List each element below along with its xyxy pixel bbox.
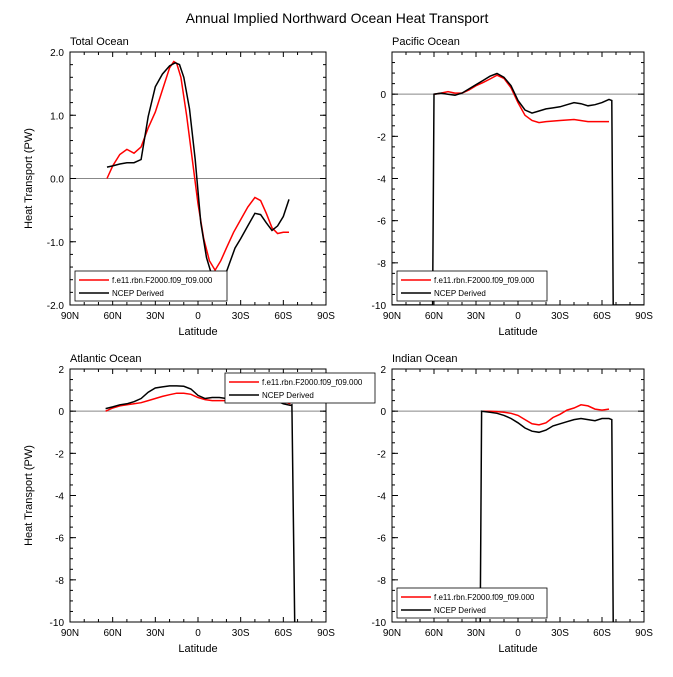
x-tick-label: 60N xyxy=(103,628,121,639)
y-tick-label: 1.0 xyxy=(50,111,64,122)
panel-title: Pacific Ocean xyxy=(392,36,460,48)
y-axis-label: Heat Transport (PW) xyxy=(23,445,35,546)
legend-box xyxy=(224,372,376,404)
legend-label: f.e11.rbn.F2000.f09_f09.000 xyxy=(434,593,535,602)
y-tick-label: -2 xyxy=(377,449,386,460)
y-axis-label: Heat Transport (PW) xyxy=(23,128,35,229)
legend-box xyxy=(396,587,548,619)
y-tick-label: -8 xyxy=(55,576,64,587)
y-tick-label: -8 xyxy=(377,576,386,587)
legend-label: NCEP Derived xyxy=(434,606,486,615)
x-tick-label: 30N xyxy=(146,628,164,639)
x-tick-label: 60S xyxy=(593,628,611,639)
x-tick-label: 60N xyxy=(425,311,443,322)
chart-panel-0: Total Ocean 90N 60N 30N 0 30S 60S 90S -2.0 -1.0 0.… xyxy=(23,36,335,338)
y-tick-label: -4 xyxy=(55,492,64,503)
y-tick-label: -2.0 xyxy=(47,301,65,312)
y-tick-label: 0 xyxy=(380,90,386,101)
panel-title: Indian Ocean xyxy=(392,353,457,365)
y-tick-label: -6 xyxy=(55,534,64,545)
x-tick-label: 30N xyxy=(467,311,485,322)
legend-label: NCEP Derived xyxy=(112,289,164,298)
x-tick-label: 0 xyxy=(195,628,201,639)
legend-label: NCEP Derived xyxy=(262,391,314,400)
x-axis-label: Latitude xyxy=(178,326,217,338)
x-axis-label: Latitude xyxy=(498,643,537,655)
legend: f.e11.rbn.F2000.f09_f09.000 NCEP Derived xyxy=(396,587,548,619)
y-tick-label: -4 xyxy=(377,175,386,186)
x-tick-label: 30S xyxy=(232,628,250,639)
x-tick-label: 90N xyxy=(61,311,79,322)
y-tick-label: -10 xyxy=(372,301,387,312)
plot-frame xyxy=(391,368,645,623)
y-tick-label: 2 xyxy=(58,365,64,376)
x-tick-label: 30S xyxy=(551,311,569,322)
y-tick-label: -1.0 xyxy=(47,238,65,249)
x-tick-label: 90S xyxy=(317,311,335,322)
x-tick-label: 90N xyxy=(61,628,79,639)
series-line-ncep xyxy=(106,61,290,286)
x-tick-label: 60S xyxy=(274,311,292,322)
series-line-ncep xyxy=(479,410,614,622)
legend-label: f.e11.rbn.F2000.f09_f09.000 xyxy=(434,276,535,285)
x-tick-label: 30S xyxy=(551,628,569,639)
series-line-ncep xyxy=(392,72,644,305)
x-axis-label: Latitude xyxy=(498,326,537,338)
y-tick-label: -6 xyxy=(377,217,386,228)
y-tick-label: 0.0 xyxy=(50,175,64,186)
series-line-model xyxy=(433,74,609,124)
panel-title: Atlantic Ocean xyxy=(70,353,142,365)
y-tick-label: -6 xyxy=(377,534,386,545)
y-tick-label: -2 xyxy=(377,132,386,143)
legend-box xyxy=(74,270,228,302)
x-tick-label: 60S xyxy=(593,311,611,322)
x-tick-label: 90S xyxy=(635,311,653,322)
x-tick-label: 0 xyxy=(195,311,201,322)
figure-title: Annual Implied Northward Ocean Heat Tran… xyxy=(186,10,489,26)
x-tick-label: 90N xyxy=(383,628,401,639)
series-line-ncep xyxy=(105,385,296,622)
plot-frame xyxy=(391,51,645,306)
legend-label: NCEP Derived xyxy=(434,289,486,298)
chart-panel-3: Indian Ocean 90N 60N 30N 0 30S 60S 90S -10 -8 -6 -4… xyxy=(372,353,654,655)
y-tick-label: -2 xyxy=(55,449,64,460)
y-tick-label: -4 xyxy=(377,492,386,503)
x-tick-label: 0 xyxy=(515,311,521,322)
chart-panel-2: Atlantic Ocean 90N 60N 30N 0 30S 60S 90S -10 -8 -6… xyxy=(23,353,376,655)
legend: f.e11.rbn.F2000.f09_f09.000 NCEP Derived xyxy=(74,270,228,302)
legend-label: f.e11.rbn.F2000.f09_f09.000 xyxy=(112,276,213,285)
x-tick-label: 90S xyxy=(317,628,335,639)
y-tick-label: 0 xyxy=(58,407,64,418)
y-tick-label: 0 xyxy=(380,407,386,418)
x-tick-label: 0 xyxy=(515,628,521,639)
legend-label: f.e11.rbn.F2000.f09_f09.000 xyxy=(262,378,363,387)
x-tick-label: 30S xyxy=(232,311,250,322)
x-tick-label: 30N xyxy=(467,628,485,639)
x-axis-label: Latitude xyxy=(178,643,217,655)
y-tick-label: 2 xyxy=(380,365,386,376)
y-tick-label: 2.0 xyxy=(50,48,64,59)
legend-box xyxy=(396,270,548,302)
x-tick-label: 60N xyxy=(425,628,443,639)
chart-panel-1: Pacific Ocean 90N 60N 30N 0 30S 60S 90S -10 -8 -6 -… xyxy=(372,36,654,338)
plot-frame xyxy=(69,368,327,623)
legend: f.e11.rbn.F2000.f09_f09.000 NCEP Derived xyxy=(396,270,548,302)
x-tick-label: 60N xyxy=(103,311,121,322)
x-tick-label: 90N xyxy=(383,311,401,322)
x-tick-label: 60S xyxy=(274,628,292,639)
series-line-model xyxy=(483,404,610,426)
y-tick-label: -8 xyxy=(377,259,386,270)
x-tick-label: 90S xyxy=(635,628,653,639)
y-tick-label: -10 xyxy=(372,618,387,629)
y-tick-label: -10 xyxy=(50,618,65,629)
x-tick-label: 30N xyxy=(146,311,164,322)
series-line-model xyxy=(106,60,289,272)
panel-title: Total Ocean xyxy=(70,36,129,48)
legend: f.e11.rbn.F2000.f09_f09.000 NCEP Derived xyxy=(224,372,376,404)
